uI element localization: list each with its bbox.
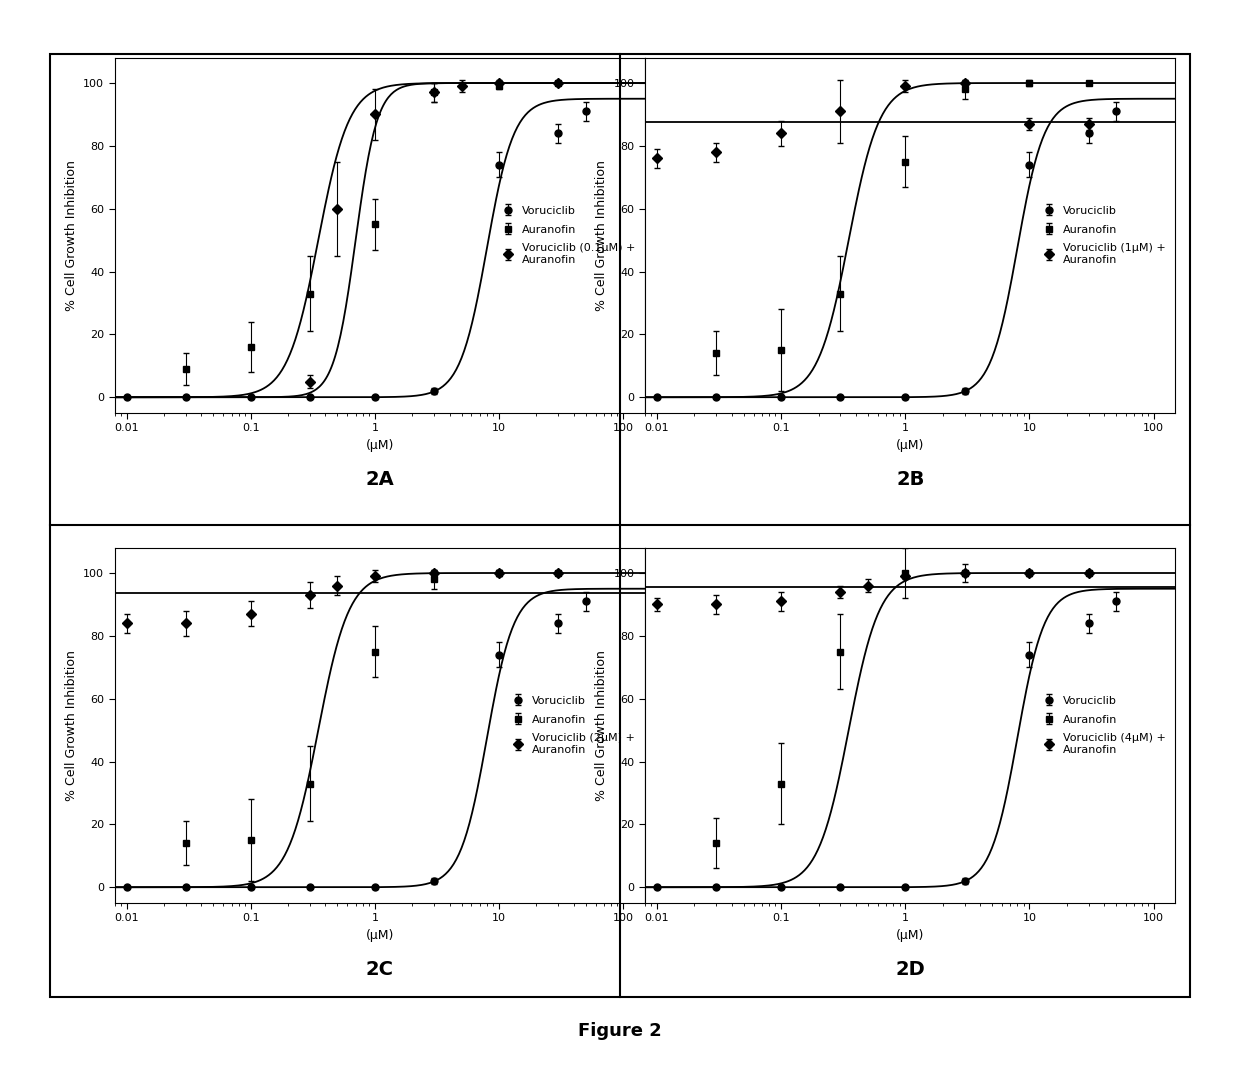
Text: Figure 2: Figure 2 (578, 1022, 662, 1040)
Text: 2D: 2D (895, 959, 925, 979)
Y-axis label: % Cell Growth Inhibition: % Cell Growth Inhibition (64, 160, 78, 311)
Text: 2C: 2C (366, 959, 394, 979)
Y-axis label: % Cell Growth Inhibition: % Cell Growth Inhibition (595, 160, 608, 311)
X-axis label: (μM): (μM) (897, 438, 924, 452)
Legend: Voruciclib, Auranofin, Voruciclib (2μM) +
Auranofin: Voruciclib, Auranofin, Voruciclib (2μM) … (506, 691, 640, 760)
Y-axis label: % Cell Growth Inhibition: % Cell Growth Inhibition (595, 650, 608, 801)
X-axis label: (μM): (μM) (366, 929, 394, 942)
Legend: Voruciclib, Auranofin, Voruciclib (0.1μM) +
Auranofin: Voruciclib, Auranofin, Voruciclib (0.1μM… (495, 202, 640, 269)
Y-axis label: % Cell Growth Inhibition: % Cell Growth Inhibition (64, 650, 78, 801)
X-axis label: (μM): (μM) (366, 438, 394, 452)
Text: 2A: 2A (366, 470, 394, 489)
X-axis label: (μM): (μM) (897, 929, 924, 942)
Text: 2B: 2B (897, 470, 924, 489)
Legend: Voruciclib, Auranofin, Voruciclib (1μM) +
Auranofin: Voruciclib, Auranofin, Voruciclib (1μM) … (1035, 202, 1169, 269)
Legend: Voruciclib, Auranofin, Voruciclib (4μM) +
Auranofin: Voruciclib, Auranofin, Voruciclib (4μM) … (1035, 691, 1169, 760)
